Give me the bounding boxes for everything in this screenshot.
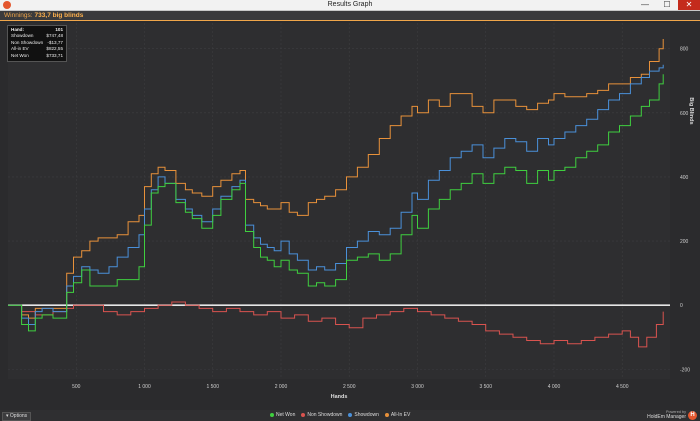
legend-all-in-ev-swatch: [384, 413, 389, 417]
hand-tooltip: Hand: 101 Showdown $747,48 Non Showdown -$1…: [7, 25, 67, 62]
x-tick-label: 4 500: [616, 384, 629, 390]
y-tick-label: 600: [680, 111, 689, 117]
tooltip-row-net-won: Net Won $733,71: [11, 52, 63, 58]
y-tick-label: 200: [680, 239, 689, 245]
brand-name: HoldEm Manager: [647, 414, 686, 420]
powered-by-label: Powered by: [665, 410, 686, 414]
all-in-ev-line: [8, 39, 664, 319]
tooltip-row-non-showdown: Non Showdown -$13,77: [11, 39, 63, 45]
x-axis-label: Hands: [331, 394, 348, 400]
winnings-value: 733,7 big blinds: [34, 12, 84, 19]
winnings-label: Winnings:: [4, 12, 33, 19]
holdem-manager-logo-icon: H: [688, 411, 697, 420]
legend-showdown[interactable]: Showdown: [348, 411, 379, 419]
showdown-line: [8, 64, 664, 325]
y-tick-label: 400: [680, 175, 689, 181]
non-showdown-line: [8, 301, 664, 348]
winnings-bar: Winnings: 733,7 big blinds: [0, 11, 700, 21]
legend-net-won-swatch: [270, 413, 274, 417]
legend-all-in-ev[interactable]: All-In EV: [384, 411, 410, 419]
options-button[interactable]: ▾ Options: [2, 412, 32, 421]
close-icon[interactable]: ✕: [678, 0, 700, 10]
x-tick-label: 2 500: [343, 384, 356, 390]
options-label: Options: [9, 413, 28, 419]
x-tick-label: 4 000: [548, 384, 561, 390]
y-tick-label: 0: [680, 303, 683, 309]
legend-non-showdown-swatch: [301, 413, 306, 417]
window-title: Results Graph: [327, 1, 373, 8]
branding: Powered by HoldEm Manager H: [630, 410, 698, 421]
legend-showdown-swatch: [348, 413, 353, 417]
y-axis-label: Big Blinds: [688, 97, 694, 124]
x-tick-label: 2 000: [275, 384, 288, 390]
x-tick-label: 1 000: [138, 384, 151, 390]
y-tick-label: 800: [680, 47, 689, 53]
chart-legend: Net Won Non Showdown Showdown All-In EV: [270, 411, 470, 419]
window-titlebar: Results Graph — ☐ ✕: [0, 0, 700, 11]
x-tick-label: 3 500: [479, 384, 492, 390]
x-tick-label: 500: [72, 384, 81, 390]
legend-non-showdown[interactable]: Non Showdown: [301, 411, 342, 419]
plot-area: [8, 23, 670, 379]
maximize-icon[interactable]: ☐: [663, 0, 671, 9]
tooltip-row-showdown: Showdown $747,48: [11, 33, 63, 39]
minimize-icon[interactable]: —: [641, 0, 649, 9]
holdem-manager-icon: [3, 1, 11, 9]
y-tick-label: -200: [680, 367, 690, 373]
legend-net-won[interactable]: Net Won: [270, 411, 295, 419]
results-graph[interactable]: 500 1 000 1 500 2 000 2 500 3 000 3 500 4 000 4 …: [0, 21, 700, 410]
net-won-line: [8, 74, 664, 332]
x-tick-label: 1 500: [206, 384, 219, 390]
x-tick-label: 3 000: [411, 384, 424, 390]
tooltip-row-all-in-ev: All-in EV $822,55: [11, 46, 63, 52]
tooltip-row-hand: Hand: 101: [11, 27, 63, 32]
